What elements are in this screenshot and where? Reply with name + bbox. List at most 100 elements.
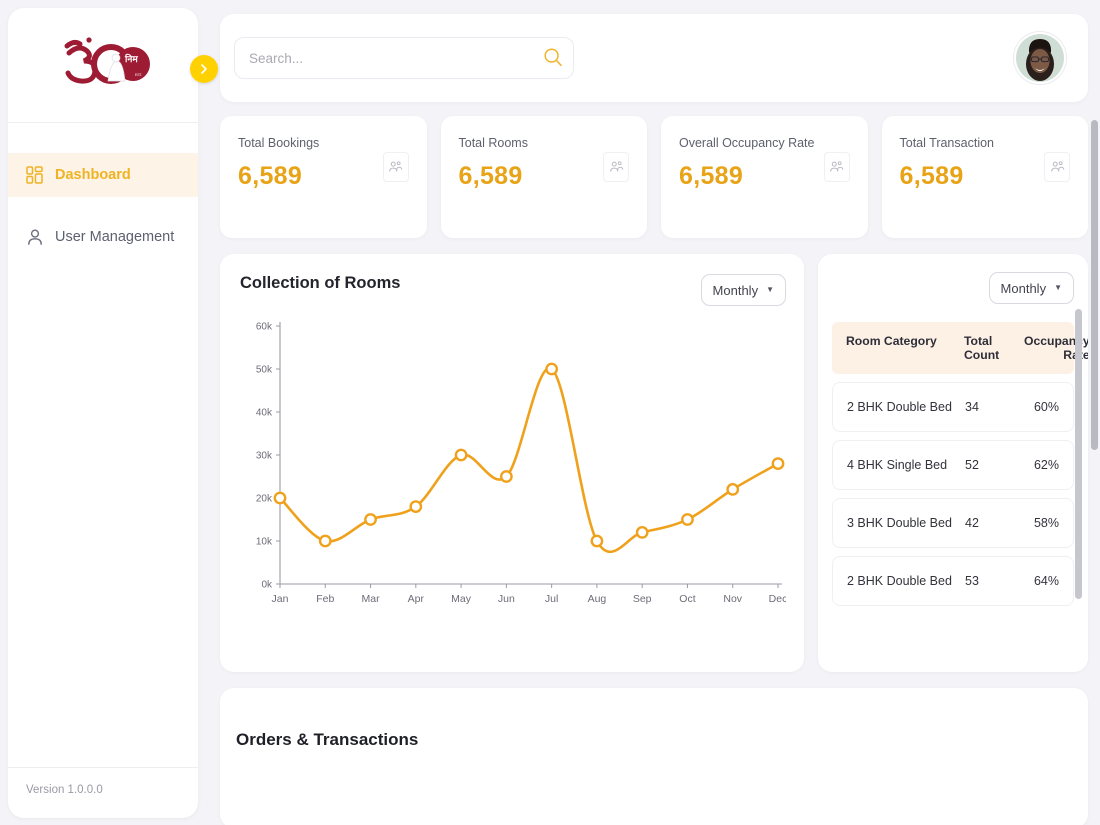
table-period-dropdown[interactable]: Monthly ▼ [988, 272, 1074, 304]
table-header-row: Room Category Total Count Occupancy Rate [832, 322, 1088, 374]
svg-text:10k: 10k [256, 537, 273, 548]
table-panel-header: Monthly ▼ [832, 272, 1074, 304]
table-row[interactable]: 3 BHK Double Bed 42 58% [832, 498, 1074, 548]
sidebar-footer: Version 1.0.0.0 [8, 767, 198, 818]
stat-card-icon [823, 152, 850, 182]
svg-text:Jun: Jun [498, 593, 515, 605]
cell-occupancy-rate: 60% [1033, 400, 1059, 414]
svg-text:Feb: Feb [316, 593, 334, 605]
table-row[interactable]: 2 BHK Double Bed 53 64% [832, 556, 1074, 606]
svg-text:50k: 50k [256, 365, 273, 376]
svg-text:60k: 60k [256, 322, 273, 333]
people-icon [389, 160, 403, 171]
sidebar-item-user-management[interactable]: User Management [8, 215, 198, 259]
chart-period-label: Monthly [712, 282, 759, 298]
sidebar-nav: Dashboard User Management [8, 123, 198, 767]
cell-occupancy-rate: 62% [1033, 458, 1059, 472]
svg-text:Aug: Aug [588, 593, 607, 605]
stat-card-icon [603, 152, 629, 182]
stat-card-label: Total Rooms [458, 136, 528, 150]
cell-occupancy-rate: 64% [1033, 574, 1059, 588]
user-avatar [1016, 34, 1064, 82]
cell-room-category: 2 BHK Double Bed [847, 400, 952, 414]
svg-text:Mar: Mar [361, 593, 380, 605]
cell-occupancy-rate: 58% [1033, 516, 1059, 530]
svg-text:20k: 20k [256, 494, 273, 505]
room-category-panel: Monthly ▼ Room Category Total Count Occu… [818, 254, 1088, 672]
search-input[interactable] [234, 37, 574, 79]
brand-logo[interactable]: निम EST. [8, 8, 198, 123]
svg-text:Sep: Sep [633, 593, 652, 605]
caret-down-icon: ▼ [766, 285, 774, 294]
caret-down-icon: ▼ [1054, 283, 1062, 292]
sidebar-item-label: Dashboard [55, 167, 131, 183]
panels-row: Collection of Rooms Monthly ▼ 0k 10k 20k 30… [220, 254, 1088, 672]
panel-title: Collection of Rooms [240, 274, 401, 292]
line-chart-svg: 0k 10k 20k 30k 40k 50k 60k Jan Feb Mar Apr May Jun Ju… [256, 322, 787, 606]
svg-text:EST.: EST. [135, 73, 142, 77]
orders-panel-title: Orders & Transactions [236, 730, 419, 749]
svg-text:Dec: Dec [769, 593, 786, 605]
stat-card: Overall Occupancy Rate 6,589 [661, 116, 868, 238]
cell-total-count: 53 [965, 574, 979, 588]
stat-card-value: 6,589 [899, 162, 964, 190]
column-header-total-count: Total Count [964, 334, 1000, 362]
chart-panel-header: Collection of Rooms Monthly ▼ [234, 274, 786, 306]
svg-text:Jul: Jul [545, 593, 558, 605]
cell-room-category: 3 BHK Double Bed [847, 516, 952, 530]
stat-card-value: 6,589 [458, 162, 523, 190]
search-icon [544, 48, 562, 67]
svg-text:निम: निम [124, 53, 138, 64]
people-icon [609, 160, 623, 171]
top-header [220, 14, 1088, 102]
svg-text:0k: 0k [261, 580, 273, 591]
cell-total-count: 52 [965, 458, 979, 472]
orders-transactions-panel: Orders & Transactions [220, 688, 1088, 825]
version-label: Version 1.0.0.0 [26, 784, 103, 796]
column-header-room-category: Room Category [846, 334, 937, 348]
people-icon [830, 160, 844, 171]
sidebar-item-label: User Management [55, 229, 175, 245]
sidebar-collapse-toggle[interactable] [190, 55, 218, 83]
avatar[interactable] [1014, 32, 1066, 84]
user-icon [28, 229, 42, 245]
svg-text:40k: 40k [256, 408, 273, 419]
search-container [234, 37, 574, 79]
svg-text:Apr: Apr [408, 593, 425, 605]
cell-room-category: 2 BHK Double Bed [847, 574, 952, 588]
page-scrollbar[interactable] [1091, 120, 1098, 450]
brand-logo-icon: निम EST. [64, 37, 150, 84]
people-icon [1050, 160, 1064, 171]
stat-card-icon [1044, 152, 1070, 182]
chevron-right-icon [201, 64, 207, 74]
table-row[interactable]: 4 BHK Single Bed 52 62% [832, 440, 1074, 490]
sidebar-item-dashboard[interactable]: Dashboard [8, 153, 198, 197]
cell-total-count: 42 [965, 516, 979, 530]
collection-of-rooms-panel: Collection of Rooms Monthly ▼ 0k 10k 20k 30… [220, 254, 804, 672]
svg-text:Jan: Jan [272, 593, 289, 605]
stat-card-label: Overall Occupancy Rate [679, 136, 815, 150]
room-category-table: Room Category Total Count Occupancy Rate… [832, 322, 1088, 606]
stat-card-label: Total Bookings [238, 136, 320, 150]
stat-card: Total Rooms 6,589 [440, 116, 647, 238]
chart-period-dropdown[interactable]: Monthly ▼ [700, 274, 786, 306]
cell-room-category: 4 BHK Single Bed [847, 458, 948, 472]
sidebar: निम EST. Dashboard [8, 8, 198, 818]
stat-card: Total Transaction 6,589 [881, 116, 1088, 238]
table-row[interactable]: 2 BHK Double Bed 34 60% [832, 382, 1074, 432]
svg-text:30k: 30k [256, 451, 273, 462]
stats-cards-row: Total Bookings 6,589 Total Rooms 6,589 Ove… [220, 116, 1088, 238]
search-button[interactable] [541, 46, 565, 70]
svg-text:May: May [451, 593, 472, 605]
stat-card: Total Bookings 6,589 [220, 116, 427, 238]
cell-total-count: 34 [965, 400, 979, 414]
svg-text:Nov: Nov [723, 593, 742, 605]
grid-dashboard-icon [26, 166, 43, 184]
main-content: Total Bookings 6,589 Total Rooms 6,589 Ove… [210, 0, 1100, 825]
stat-card-icon [382, 152, 409, 182]
panel-scrollbar[interactable] [1075, 309, 1082, 599]
svg-text:Oct: Oct [679, 593, 695, 605]
line-chart: 0k 10k 20k 30k 40k 50k 60k Jan Feb Mar Apr May Jun Ju… [234, 312, 787, 637]
table-body: 2 BHK Double Bed 34 60% 4 BHK Single Bed 52 6… [832, 382, 1074, 606]
stat-card-value: 6,589 [679, 162, 744, 190]
